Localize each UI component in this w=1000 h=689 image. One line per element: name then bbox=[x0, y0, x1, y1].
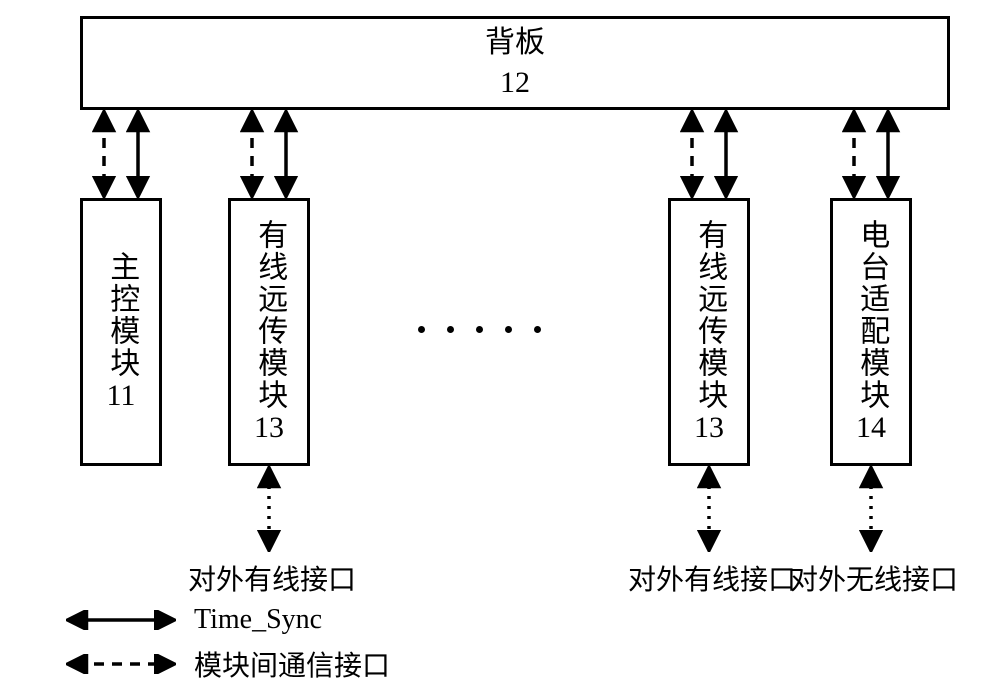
top-arrows-radio bbox=[830, 110, 912, 198]
diagram-canvas: 背板 12 主控模块 11 有线远传模块 13 有线远传模块 13 电台适配模块… bbox=[0, 0, 1000, 689]
ellipsis-dots bbox=[418, 326, 541, 333]
legend-dashed-icon bbox=[66, 654, 176, 674]
module-master-label: 主控模块 bbox=[104, 251, 139, 379]
legend-dashed: 模块间通信接口 bbox=[66, 644, 390, 684]
legend-solid-label: Time_Sync bbox=[194, 604, 322, 636]
top-arrows-wired-1 bbox=[228, 110, 310, 198]
module-wired-1-label: 有线远传模块 bbox=[252, 219, 287, 411]
module-master: 主控模块 11 bbox=[80, 198, 162, 466]
ext-label-wired-1: 对外有线接口 bbox=[188, 558, 356, 598]
backplane-box: 背板 12 bbox=[80, 16, 950, 110]
module-master-num: 11 bbox=[107, 379, 136, 413]
module-wired-2: 有线远传模块 13 bbox=[668, 198, 750, 466]
bottom-arrow-radio bbox=[854, 466, 888, 552]
ext-label-radio: 对外无线接口 bbox=[790, 558, 958, 598]
bottom-arrow-wired-1 bbox=[252, 466, 286, 552]
dot bbox=[418, 326, 425, 333]
legend-dashed-label: 模块间通信接口 bbox=[194, 644, 390, 684]
module-wired-1-num: 13 bbox=[254, 411, 284, 445]
ext-label-wired-2: 对外有线接口 bbox=[628, 558, 796, 598]
module-wired-2-label: 有线远传模块 bbox=[692, 219, 727, 411]
module-wired-1: 有线远传模块 13 bbox=[228, 198, 310, 466]
dot bbox=[534, 326, 541, 333]
bottom-arrow-wired-2 bbox=[692, 466, 726, 552]
dot bbox=[476, 326, 483, 333]
top-arrows-wired-2 bbox=[668, 110, 750, 198]
module-radio-label: 电台适配模块 bbox=[854, 219, 889, 411]
module-wired-2-num: 13 bbox=[694, 411, 724, 445]
backplane-label: 背板 bbox=[485, 23, 545, 64]
module-radio: 电台适配模块 14 bbox=[830, 198, 912, 466]
dot bbox=[447, 326, 454, 333]
module-radio-num: 14 bbox=[856, 411, 886, 445]
legend-solid: Time_Sync bbox=[66, 604, 322, 636]
backplane-number: 12 bbox=[500, 63, 530, 104]
dot bbox=[505, 326, 512, 333]
legend-solid-icon bbox=[66, 610, 176, 630]
top-arrows-master bbox=[80, 110, 162, 198]
